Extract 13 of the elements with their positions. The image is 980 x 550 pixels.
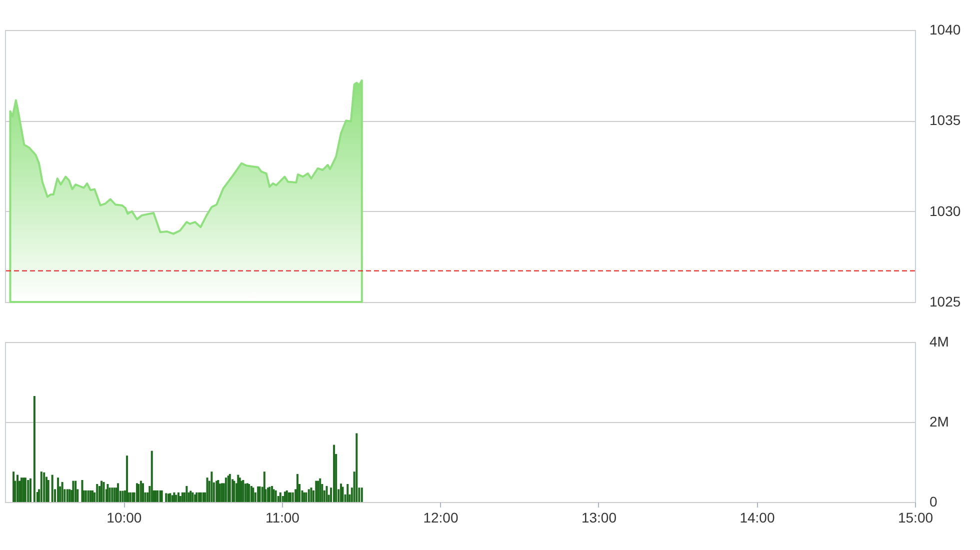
y-tick-label: 2M: [930, 414, 949, 430]
y-tick-label: 1035: [930, 112, 961, 128]
y-tick-label: 0: [930, 494, 938, 510]
y-tick-label: 1030: [930, 202, 961, 219]
y-tick-label: 1040: [930, 22, 961, 38]
x-tick-label: 13:00: [581, 510, 617, 526]
y-tick-label: 4M: [930, 334, 949, 350]
y-tick-label: 1025: [930, 294, 961, 310]
x-tick-label: 12:00: [423, 510, 458, 526]
x-tick-label: 10:00: [106, 510, 142, 526]
x-tick-label: 15:00: [898, 510, 934, 526]
x-tick-label: 14:00: [740, 510, 775, 526]
x-tick-label: 11:00: [265, 510, 300, 526]
